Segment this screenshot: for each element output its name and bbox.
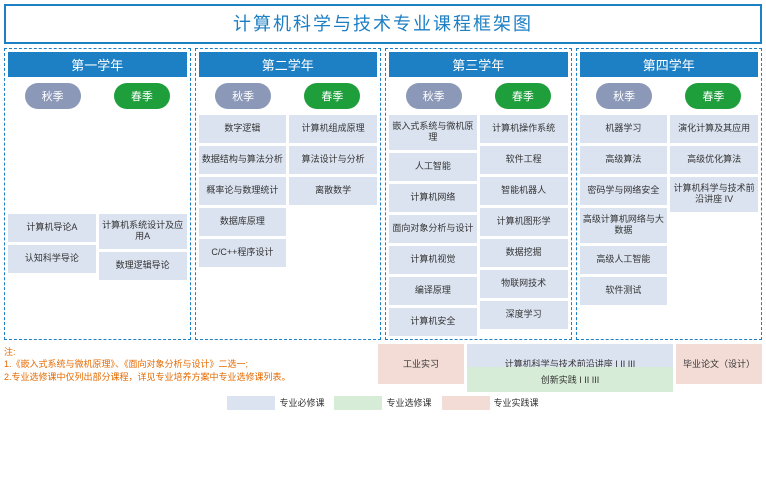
fall-pill: 秋季 — [215, 83, 271, 109]
course-card: 智能机器人 — [480, 177, 568, 205]
spring-pill: 春季 — [304, 83, 360, 109]
year-col-1: 第一学年秋季 春季计算机导论A 认知科学导论计算机系统设计及应用A 数理逻辑导论 — [4, 48, 191, 340]
courses-row: 嵌入式系统与微机原理人工智能计算机网络面向对象分析与设计计算机视觉编译原理计算机… — [389, 115, 568, 336]
years-grid: 第一学年秋季春季计算机导论A认知科学导论计算机系统设计及应用A数理逻辑导论第二学… — [4, 48, 762, 340]
notes-line-2: 2.专业选修课中仅列出部分课程，详见专业培养方案中专业选修课列表。 — [4, 371, 374, 384]
fall-course-col: 数字逻辑数据结构与算法分析概率论与数理统计数据库原理 C/C++程序设计 — [199, 115, 287, 336]
course-card: 人工智能 — [389, 153, 477, 181]
course-card: 密码学与网络安全 — [580, 177, 668, 205]
course-card: 计算机导论A — [8, 214, 96, 242]
year-col-4: 第四学年秋季 春季机器学习高级算法密码学与网络安全高级计算机网络与大数据高级人工智… — [576, 48, 763, 340]
fall-pill: 秋季 — [406, 83, 462, 109]
swatch-practice — [442, 396, 490, 410]
legend: 专业必修课 专业选修课 专业实践课 — [4, 396, 762, 410]
swatch-required — [227, 396, 275, 410]
course-card: 计算机图形学 — [480, 208, 568, 236]
year-header: 第四学年 — [580, 52, 759, 77]
course-card: 计算机操作系统 — [480, 115, 568, 143]
spacer — [99, 115, 187, 211]
notes-head: 注: — [4, 346, 374, 359]
course-card: 高级计算机网络与大数据 — [580, 208, 668, 243]
legend-elective: 专业选修课 — [334, 396, 431, 410]
course-card: 嵌入式系统与微机原理 — [389, 115, 477, 150]
course-card: 高级优化算法 — [670, 146, 758, 174]
course-card: 数据库原理 — [199, 208, 287, 236]
legend-required: 专业必修课 — [227, 396, 324, 410]
season-row: 秋季 春季 — [199, 83, 378, 109]
course-card: 高级算法 — [580, 146, 668, 174]
course-card: 计算机视觉 — [389, 246, 477, 274]
course-card: 高级人工智能 — [580, 246, 668, 274]
course-card: 算法设计与分析 — [289, 146, 377, 174]
spacer — [8, 115, 96, 211]
course-card: 软件工程 — [480, 146, 568, 174]
spring-course-col: 计算机组成原理算法设计与分析离散数学 — [289, 115, 377, 336]
fall-pill: 秋季 — [25, 83, 81, 109]
year-header: 第一学年 — [8, 52, 187, 77]
fall-course-col: 机器学习高级算法密码学与网络安全高级计算机网络与大数据高级人工智能软件测试 — [580, 115, 668, 336]
course-card: 概率论与数理统计 — [199, 177, 287, 205]
courses-row: 机器学习高级算法密码学与网络安全高级计算机网络与大数据高级人工智能软件测试演化计… — [580, 115, 759, 336]
course-card: 演化计算及其应用 — [670, 115, 758, 143]
legend-required-label: 专业必修课 — [279, 396, 324, 409]
notes-block: 注: 1.《嵌入式系统与微机原理》、《面向对象分析与设计》二选一; 2.专业选修… — [4, 344, 374, 392]
course-card: 机器学习 — [580, 115, 668, 143]
course-card: 计算机科学与技术前沿讲座 IV — [670, 177, 758, 212]
course-card: 数理逻辑导论 — [99, 252, 187, 280]
course-card: 计算机组成原理 — [289, 115, 377, 143]
course-card: 计算机网络 — [389, 184, 477, 212]
course-card: 软件测试 — [580, 277, 668, 305]
course-card: 计算机系统设计及应用A — [99, 214, 187, 249]
course-card: 离散数学 — [289, 177, 377, 205]
course-card: 编译原理 — [389, 277, 477, 305]
notes-line-1: 1.《嵌入式系统与微机原理》、《面向对象分析与设计》二选一; — [4, 358, 374, 371]
course-card: 深度学习 — [480, 301, 568, 329]
spring-course-col: 计算机系统设计及应用A 数理逻辑导论 — [99, 115, 187, 336]
year-header: 第二学年 — [199, 52, 378, 77]
fall-course-col: 嵌入式系统与微机原理人工智能计算机网络面向对象分析与设计计算机视觉编译原理计算机… — [389, 115, 477, 336]
swatch-elective — [334, 396, 382, 410]
season-row: 秋季 春季 — [389, 83, 568, 109]
spring-course-col: 演化计算及其应用高级优化算法计算机科学与技术前沿讲座 IV — [670, 115, 758, 336]
course-card: 计算机安全 — [389, 308, 477, 336]
legend-practice: 专业实践课 — [442, 396, 539, 410]
season-row: 秋季 春季 — [580, 83, 759, 109]
course-card: 认知科学导论 — [8, 245, 96, 273]
course-card: 面向对象分析与设计 — [389, 215, 477, 243]
course-card: C/C++程序设计 — [199, 239, 287, 267]
page-title: 计算机科学与技术专业课程框架图 — [4, 4, 762, 44]
year-header: 第三学年 — [389, 52, 568, 77]
legend-elective-label: 专业选修课 — [386, 396, 431, 409]
spring-pill: 春季 — [685, 83, 741, 109]
year-col-3: 第三学年秋季 春季嵌入式系统与微机原理人工智能计算机网络面向对象分析与设计计算机视… — [385, 48, 572, 340]
course-card: 数据结构与算法分析 — [199, 146, 287, 174]
season-row: 秋季 春季 — [8, 83, 187, 109]
bottom-blocks: 工业实习 计算机科学与技术前沿讲座 I II III 毕业论文（设计） 创新实践… — [378, 344, 762, 392]
fall-pill: 秋季 — [596, 83, 652, 109]
year-col-2: 第二学年秋季 春季数字逻辑数据结构与算法分析概率论与数理统计数据库原理 C/C++程… — [195, 48, 382, 340]
course-card: 物联网技术 — [480, 270, 568, 298]
bottom-area: 注: 1.《嵌入式系统与微机原理》、《面向对象分析与设计》二选一; 2.专业选修… — [4, 344, 762, 392]
block-innovation: 创新实践 I II III — [467, 367, 673, 392]
spring-pill: 春季 — [495, 83, 551, 109]
fall-course-col: 计算机导论A 认知科学导论 — [8, 115, 96, 336]
course-card: 数字逻辑 — [199, 115, 287, 143]
course-card: 数据挖掘 — [480, 239, 568, 267]
courses-row: 计算机导论A 认知科学导论计算机系统设计及应用A 数理逻辑导论 — [8, 115, 187, 336]
spring-course-col: 计算机操作系统软件工程智能机器人计算机图形学数据挖掘物联网技术深度学习 — [480, 115, 568, 336]
courses-row: 数字逻辑数据结构与算法分析概率论与数理统计数据库原理C/C++程序设计计算机组成… — [199, 115, 378, 336]
spring-pill: 春季 — [114, 83, 170, 109]
legend-practice-label: 专业实践课 — [494, 396, 539, 409]
